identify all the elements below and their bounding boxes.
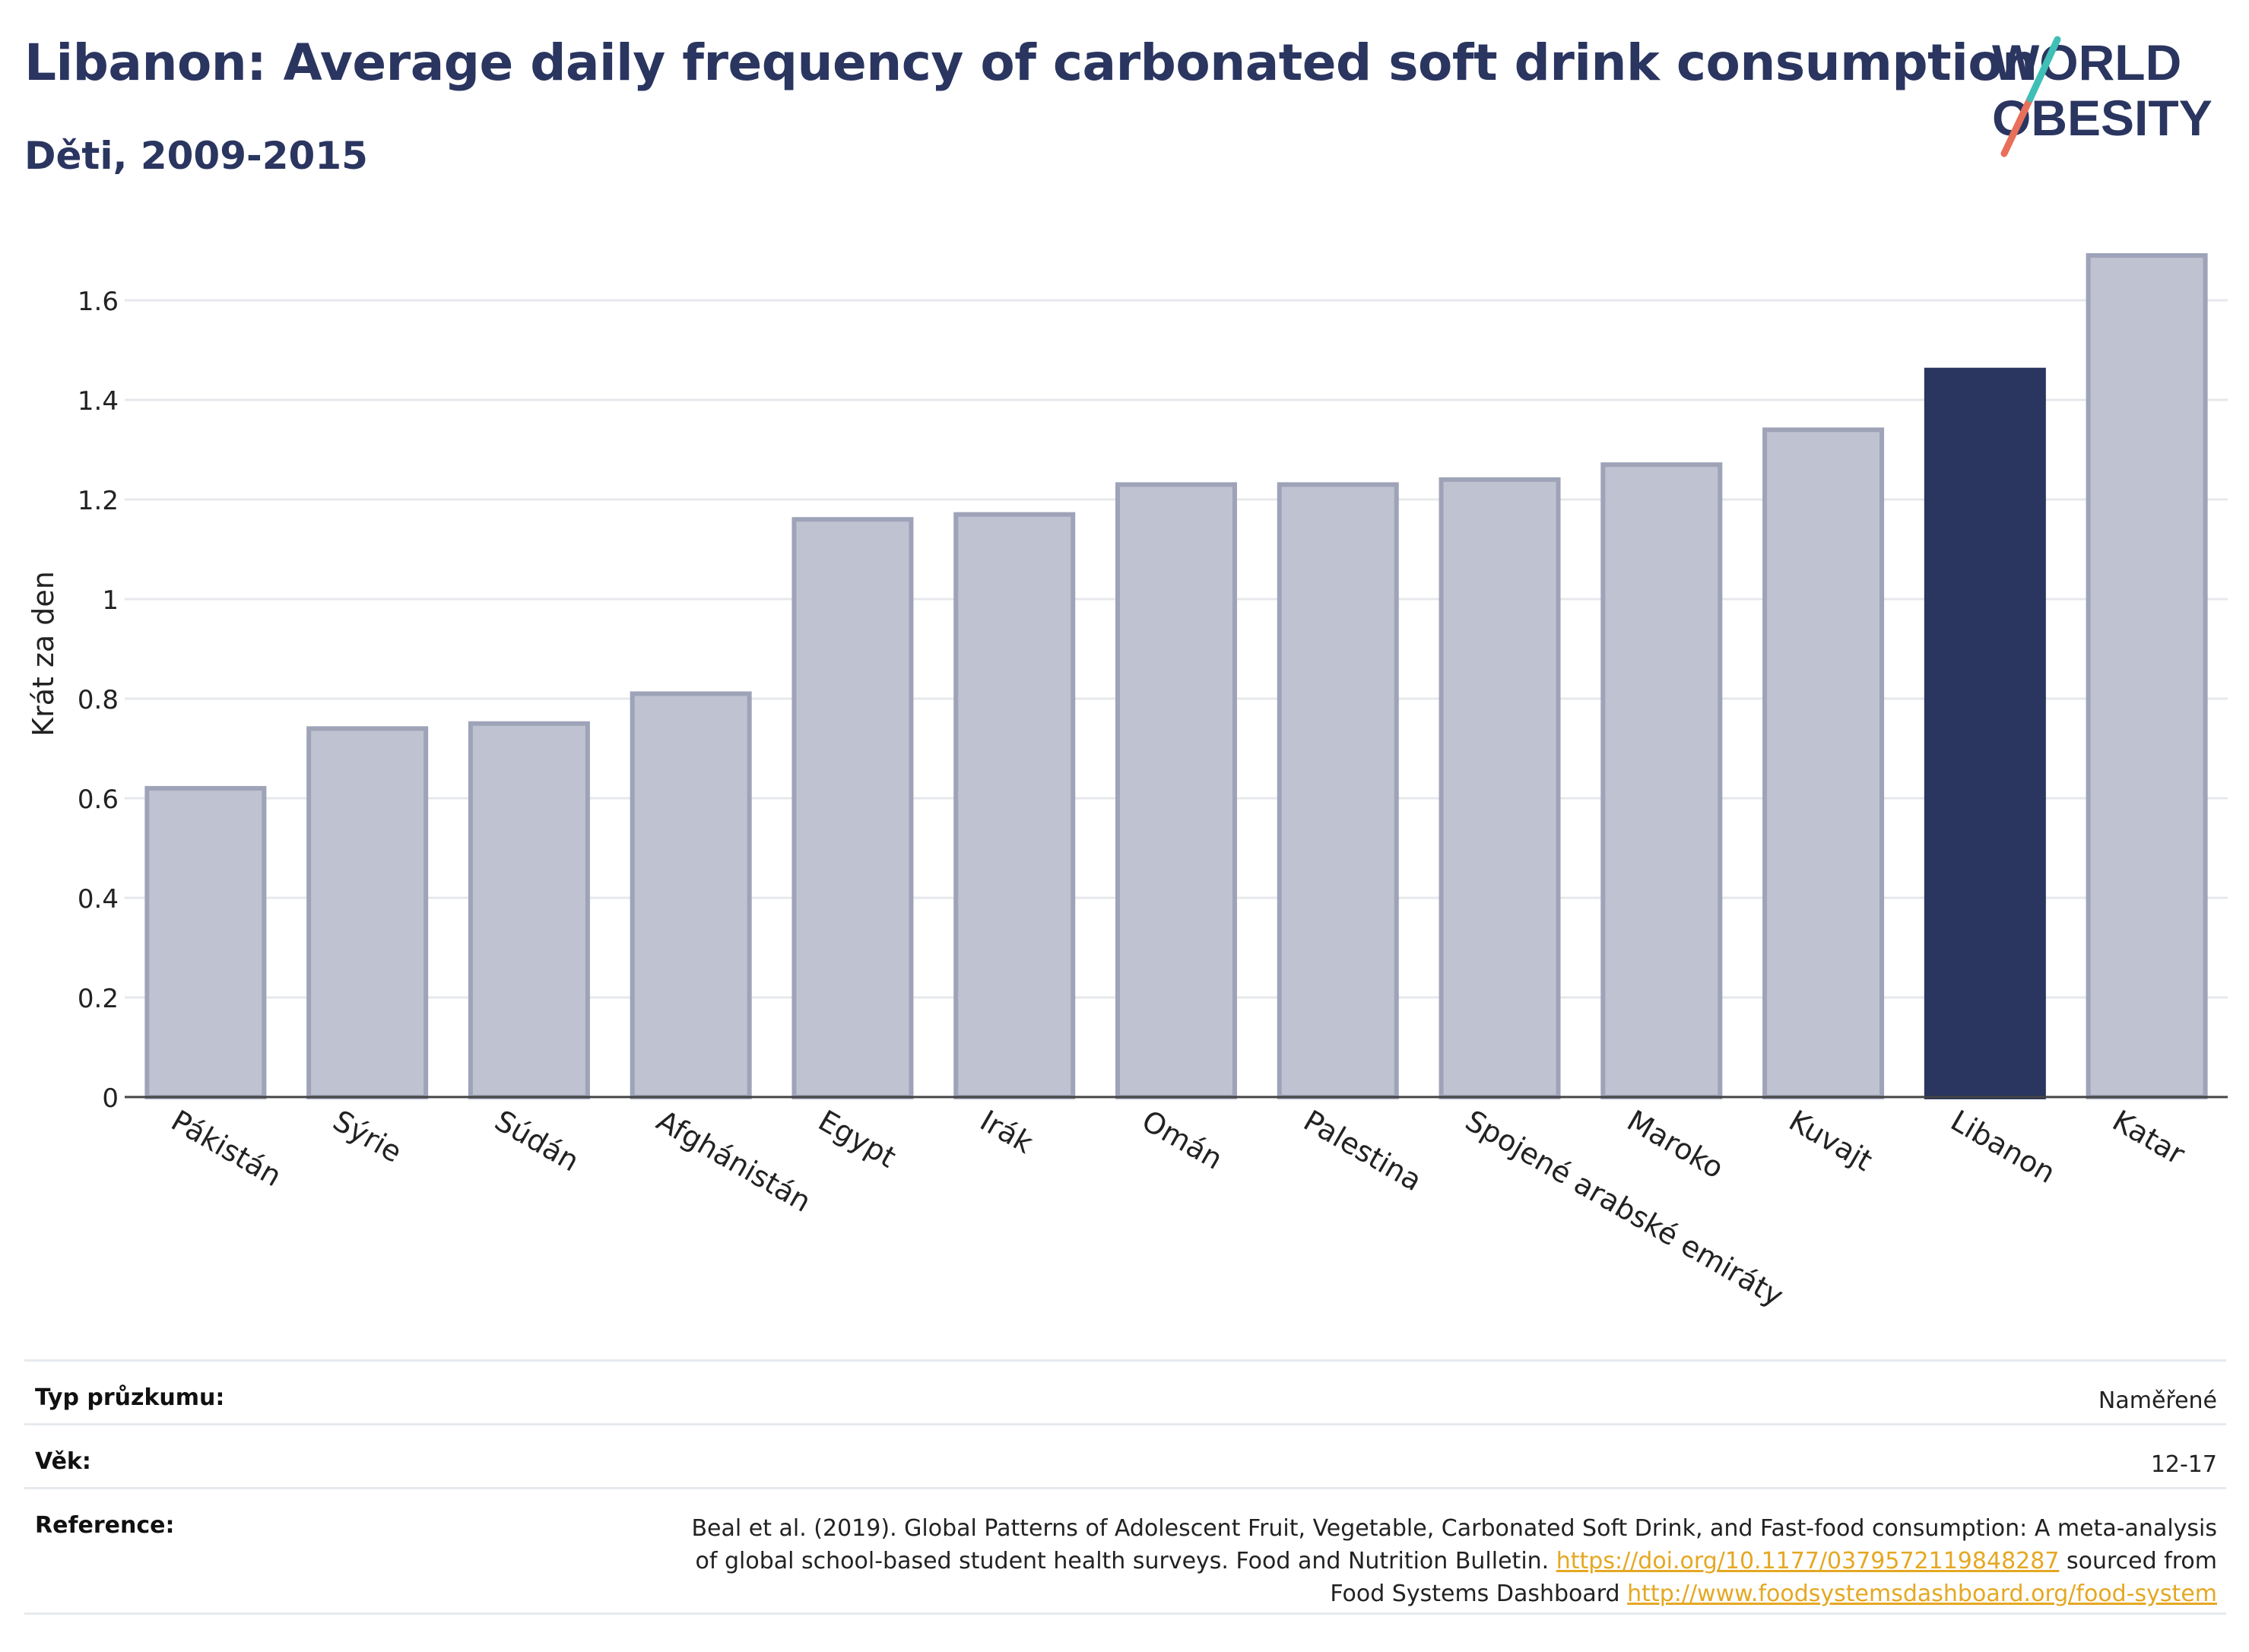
meta-label: Věk: [35, 1448, 91, 1475]
bar-afghánistán [630, 691, 752, 1099]
world-obesity-logo: WORLD OBESITY [1992, 34, 2213, 157]
bar-egypt [791, 517, 914, 1099]
meta-row-reference: Reference: Beal et al. (2019). Global Pa… [24, 1487, 2226, 1615]
bar-pákistán [144, 785, 267, 1100]
y-tick-label: 0.8 [78, 685, 119, 715]
y-axis-label: Krát za den [27, 571, 60, 737]
metadata-table: Typ průzkumu: Naměřené Věk: 12-17 Refere… [24, 1359, 2226, 1615]
bar-palestina [1277, 482, 1399, 1099]
y-tick-label: 1 [102, 585, 119, 616]
meta-row-survey-type: Typ průzkumu: Naměřené [24, 1359, 2226, 1423]
bar-kuvajt [1762, 427, 1885, 1099]
x-tick-label: Omán [1137, 1104, 1229, 1176]
y-tick-label: 0.2 [78, 984, 119, 1014]
reference-line2: of global school-based student health su… [695, 1548, 1550, 1574]
bar-irák [953, 512, 1076, 1099]
meta-label: Typ průzkumu: [35, 1384, 225, 1411]
y-tick-label: 0.6 [78, 785, 119, 815]
doi-link[interactable]: https://doi.org/10.1177/0379572119848287 [1556, 1548, 2060, 1574]
bar-spojené-arabské-emiráty [1439, 477, 1561, 1099]
bar-chart: 0 0.2 0.4 0.6 0.8 1 1.2 1.4 1.6 Pákistán Sýrie Súd… [27, 253, 2228, 1313]
x-tick-label: Kuvajt [1784, 1104, 1878, 1178]
bar-súdán [468, 721, 590, 1099]
meta-value: Naměřené [2098, 1387, 2217, 1414]
food-systems-link[interactable]: http://www.foodsystemsdashboard.org/food… [1627, 1581, 2217, 1607]
reference-text: Beal et al. (2019). Global Patterns of A… [691, 1489, 2226, 1610]
meta-value: 12-17 [2150, 1451, 2217, 1478]
chart-subtitle: Děti, 2009-2015 [24, 134, 368, 178]
x-tick-label: Palestina [1298, 1104, 1427, 1198]
x-tick-label: Maroko [1622, 1104, 1730, 1185]
x-tick-label: Pákistán [166, 1104, 287, 1194]
x-tick-label: Afghánistán [651, 1104, 817, 1219]
bars [144, 253, 2208, 1100]
meta-label: Reference: [35, 1512, 175, 1539]
y-tick-label: 1.6 [78, 287, 119, 317]
x-tick-label: Sýrie [328, 1104, 408, 1169]
y-tick-labels: 0 0.2 0.4 0.6 0.8 1 1.2 1.4 1.6 [78, 287, 119, 1114]
x-tick-label: Egypt [813, 1104, 902, 1175]
logo-line1: WORLD [1992, 34, 2181, 90]
bar-maroko [1600, 462, 1723, 1099]
bar-sýrie [306, 726, 429, 1099]
y-tick-label: 1.4 [78, 386, 119, 417]
reference-source: Food Systems Dashboard [1330, 1581, 1620, 1607]
chart-title: Libanon: Average daily frequency of carb… [24, 33, 2038, 92]
reference-sourced: sourced from [2066, 1548, 2217, 1574]
x-tick-label: Spojené arabské emiráty [1460, 1104, 1789, 1313]
x-tick-label: Libanon [1945, 1104, 2060, 1190]
x-tick-label: Katar [2107, 1104, 2190, 1172]
x-tick-label: Súdán [489, 1104, 585, 1178]
y-tick-label: 1.2 [78, 486, 119, 516]
reference-line1: Beal et al. (2019). Global Patterns of A… [691, 1515, 2217, 1542]
x-tick-label: Irák [975, 1104, 1039, 1160]
meta-row-age: Věk: 12-17 [24, 1423, 2226, 1487]
bar-libanon [1924, 367, 2046, 1099]
y-tick-label: 0 [102, 1083, 119, 1114]
y-tick-label: 0.4 [78, 884, 119, 915]
bar-omán [1115, 482, 1237, 1099]
bar-katar [2086, 253, 2208, 1099]
